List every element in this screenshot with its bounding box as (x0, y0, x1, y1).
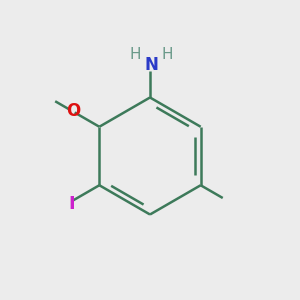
Text: N: N (145, 56, 158, 74)
Text: H: H (130, 47, 141, 62)
Text: I: I (68, 195, 75, 213)
Text: O: O (66, 102, 80, 120)
Text: H: H (162, 47, 173, 62)
